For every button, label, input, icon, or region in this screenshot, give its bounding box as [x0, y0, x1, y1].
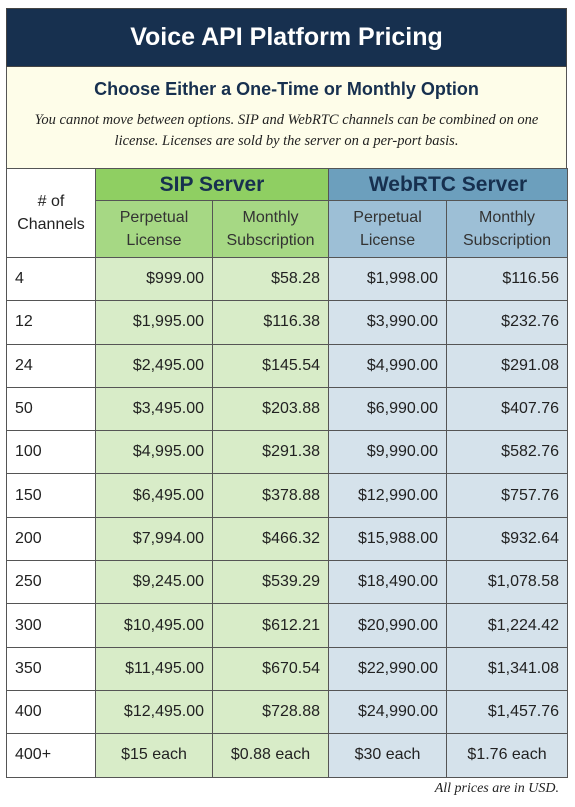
table-row: 400+ $15 each $0.88 each $30 each $1.76 each	[6, 733, 569, 778]
price-cell: $11,495.00	[95, 646, 213, 691]
price-cell: $3,990.00	[328, 300, 448, 345]
channel-cell: 100	[6, 430, 96, 475]
column-header: Monthly Subscription	[446, 200, 569, 258]
price-cell: $4,995.00	[95, 430, 213, 475]
table-row: 300 $10,495.00 $612.21 $20,990.00 $1,224.42	[6, 603, 569, 648]
channel-cell: 50	[6, 386, 96, 432]
price-cell: $24,990.00	[328, 689, 448, 735]
price-cell: $1,457.76	[446, 689, 569, 735]
channel-cell: 400	[6, 689, 96, 735]
table-row: 4 $999.00 $58.28 $1,998.00 $116.56	[6, 256, 569, 302]
price-cell: $1.76 each	[446, 733, 569, 778]
price-cell: $145.54	[211, 343, 330, 388]
price-cell: $670.54	[211, 646, 330, 691]
price-cell: $932.64	[446, 516, 569, 562]
table-row: 400 $12,495.00 $728.88 $24,990.00 $1,457.76	[6, 689, 569, 735]
price-cell: $582.76	[446, 430, 569, 475]
price-cell: $10,495.00	[95, 603, 213, 648]
table-row: 50 $3,495.00 $203.88 $6,990.00 $407.76	[6, 386, 569, 432]
channels-header: # of Channels	[6, 168, 96, 258]
price-cell: $15,988.00	[328, 516, 448, 562]
price-cell: $757.76	[446, 473, 569, 518]
price-cell: $7,994.00	[95, 516, 213, 562]
price-cell: $20,990.00	[328, 603, 448, 648]
price-cell: $58.28	[211, 256, 330, 302]
channel-cell: 4	[6, 256, 96, 302]
price-cell: $1,341.08	[446, 646, 569, 691]
price-cell: $6,495.00	[95, 473, 213, 518]
group-header: SIP Server	[94, 168, 330, 201]
price-cell: $466.32	[211, 516, 330, 562]
price-cell: $12,990.00	[328, 473, 448, 518]
group-header: WebRTC Server	[328, 168, 569, 201]
table-row: 350 $11,495.00 $670.54 $22,990.00 $1,341.08	[6, 646, 569, 691]
price-cell: $12,495.00	[95, 689, 213, 735]
column-header: Perpetual License	[95, 200, 213, 258]
price-cell: $232.76	[446, 300, 569, 345]
subtitle: Choose Either a One-Time or Monthly Opti…	[94, 79, 479, 99]
price-cell: $1,078.58	[446, 560, 569, 605]
price-cell: $2,495.00	[95, 343, 213, 388]
column-header: Monthly Subscription	[211, 200, 330, 258]
price-cell: $291.08	[446, 343, 569, 388]
price-cell: $15 each	[95, 733, 213, 778]
table-row: 200 $7,994.00 $466.32 $15,988.00 $932.64	[6, 516, 569, 562]
table-row: 250 $9,245.00 $539.29 $18,490.00 $1,078.58	[6, 560, 569, 605]
pricing-table: # of Channels SIP Server WebRTC Server P…	[6, 168, 569, 778]
price-cell: $728.88	[211, 689, 330, 735]
price-cell: $999.00	[95, 256, 213, 302]
channel-cell: 200	[6, 516, 96, 562]
price-cell: $9,990.00	[328, 430, 448, 475]
price-cell: $378.88	[211, 473, 330, 518]
price-cell: $1,995.00	[95, 300, 213, 345]
price-cell: $30 each	[328, 733, 448, 778]
column-header: Perpetual License	[328, 200, 448, 258]
channel-cell: 350	[6, 646, 96, 691]
table-row: 24 $2,495.00 $145.54 $4,990.00 $291.08	[6, 343, 569, 388]
price-cell: $3,495.00	[95, 386, 213, 432]
table-row: 150 $6,495.00 $378.88 $12,990.00 $757.76	[6, 473, 569, 518]
channel-cell: 150	[6, 473, 96, 518]
price-cell: $407.76	[446, 386, 569, 432]
price-cell: $116.56	[446, 256, 569, 302]
channel-cell: 24	[6, 343, 96, 388]
price-cell: $1,998.00	[328, 256, 448, 302]
price-cell: $612.21	[211, 603, 330, 648]
channel-cell: 250	[6, 560, 96, 605]
price-cell: $291.38	[211, 430, 330, 475]
price-cell: $1,224.42	[446, 603, 569, 648]
channel-cell: 12	[6, 300, 96, 345]
price-cell: $22,990.00	[328, 646, 448, 691]
price-cell: $0.88 each	[211, 733, 330, 778]
price-cell: $18,490.00	[328, 560, 448, 605]
intro: Choose Either a One-Time or Monthly Opti…	[6, 67, 567, 169]
title: Voice API Platform Pricing	[6, 8, 567, 67]
price-cell: $539.29	[211, 560, 330, 605]
price-cell: $203.88	[211, 386, 330, 432]
price-cell: $116.38	[211, 300, 330, 345]
channel-cell: 400+	[6, 733, 96, 778]
table-body: 4 $999.00 $58.28 $1,998.00 $116.56 12 $1,995.0…	[6, 256, 569, 778]
table-row: 12 $1,995.00 $116.38 $3,990.00 $232.76	[6, 300, 569, 345]
note: You cannot move between options. SIP and…	[34, 112, 539, 149]
table-row: 100 $4,995.00 $291.38 $9,990.00 $582.76	[6, 430, 569, 475]
price-cell: $4,990.00	[328, 343, 448, 388]
price-cell: $6,990.00	[328, 386, 448, 432]
price-cell: $9,245.00	[95, 560, 213, 605]
footnote: All prices are in USD.	[434, 781, 559, 796]
channel-cell: 300	[6, 603, 96, 648]
